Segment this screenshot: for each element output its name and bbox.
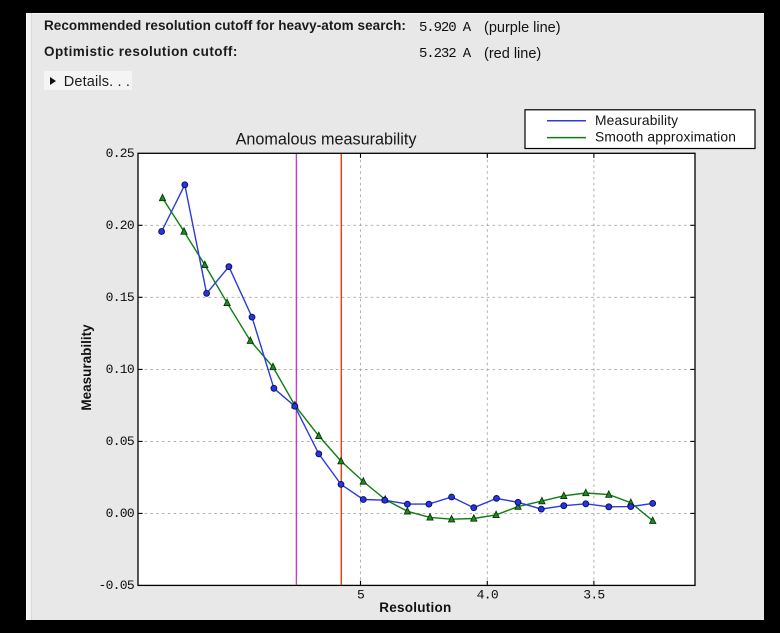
svg-text:5: 5 [357, 588, 364, 603]
svg-text:0.10: 0.10 [106, 362, 134, 377]
svg-text:0.25: 0.25 [106, 146, 134, 161]
svg-text:4.0: 4.0 [477, 588, 498, 603]
svg-text:0.20: 0.20 [106, 218, 134, 233]
svg-text:Smooth approximation: Smooth approximation [595, 130, 736, 145]
svg-text:0.00: 0.00 [106, 506, 134, 521]
svg-text:Anomalous measurability: Anomalous measurability [236, 130, 418, 148]
svg-text:0.15: 0.15 [106, 290, 134, 305]
svg-text:Measurability: Measurability [595, 113, 678, 128]
svg-text:-0.05: -0.05 [98, 578, 134, 593]
svg-text:Resolution: Resolution [379, 600, 451, 615]
svg-text:0.05: 0.05 [106, 434, 134, 449]
svg-text:3.5: 3.5 [583, 588, 604, 603]
svg-text:Measurability: Measurability [79, 324, 94, 411]
